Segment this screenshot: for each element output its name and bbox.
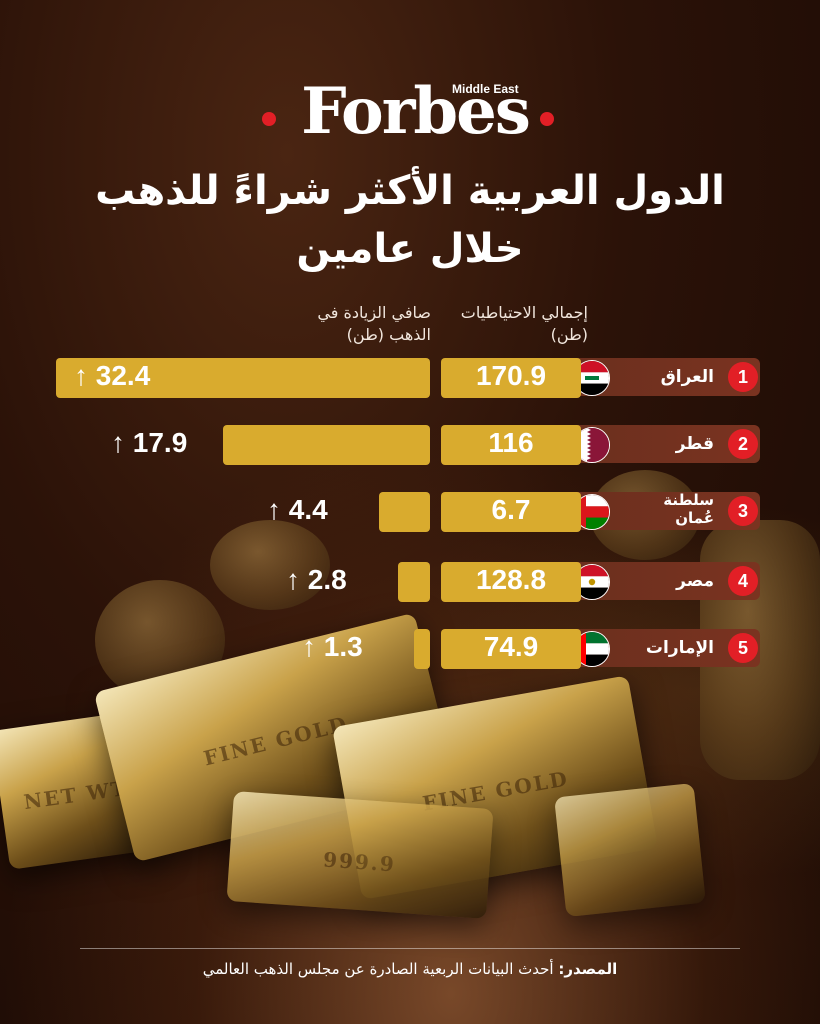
reserve-value-label: 74.9	[483, 631, 539, 662]
up-arrow-icon: ↑	[302, 631, 324, 662]
source-footer: المصدر: أحدث البيانات الربعية الصادرة عن…	[0, 960, 820, 978]
forbes-logo: Forbes	[295, 74, 535, 158]
increase-bar	[414, 629, 430, 669]
increase-value: 1.3	[323, 631, 363, 662]
increase-bar	[379, 492, 430, 532]
gold-bar-engraving: 999.9	[322, 846, 397, 876]
up-arrow-icon: ↑	[286, 564, 308, 595]
reserve-value-label: 170.9	[475, 360, 547, 391]
country-name: سلطنة عُمان	[663, 491, 714, 527]
increase-data-label: ↑ 17.9	[111, 427, 187, 459]
footer-divider	[80, 948, 740, 949]
reserve-value-box	[441, 425, 581, 465]
increase-data-label: ↑ 2.8	[286, 564, 347, 596]
up-arrow-icon: ↑	[267, 494, 289, 525]
column-header-increase: صافي الزيادة في الذهب (طن)	[317, 303, 431, 344]
reserve-value-label: 128.8	[475, 564, 547, 595]
chart-row: 3 سلطنة عُمان 6.7 ↑ 4.4	[0, 490, 820, 534]
country-name: قطر	[675, 434, 714, 454]
reserve-value-label: 116	[488, 427, 534, 458]
increase-bar	[56, 358, 430, 398]
red-dot-icon	[540, 112, 554, 126]
logo-subtitle: Middle East	[452, 82, 519, 96]
reserve-value-box	[441, 562, 581, 602]
coin-stack-mid	[210, 520, 330, 610]
rank-badge: 3	[728, 496, 758, 526]
country-name: العراق	[660, 367, 714, 387]
reserve-value-box	[441, 358, 581, 398]
rank-badge: 2	[728, 429, 758, 459]
source-text: أحدث البيانات الربعية الصادرة عن مجلس ال…	[202, 960, 554, 978]
country-name: الإمارات	[645, 638, 714, 658]
increase-data-label: ↑ 4.4	[267, 494, 328, 526]
header: Forbes	[0, 74, 820, 158]
rank-badge: 4	[728, 566, 758, 596]
rank-badge: 5	[728, 633, 758, 663]
chart-row: 5 الإمارات 74.9 ↑ 1.3	[0, 627, 820, 671]
red-dot-icon	[262, 112, 276, 126]
column-header-reserves: إجمالي الاحتياطيات (طن)	[460, 303, 588, 344]
up-arrow-icon: ↑	[74, 360, 96, 391]
source-label: المصدر:	[558, 960, 618, 978]
country-name: مصر	[676, 571, 714, 591]
logo-wordmark: Forbes	[301, 74, 531, 149]
increase-bar	[223, 425, 430, 465]
chart-row: 4 مصر 128.8 ↑ 2.8	[0, 560, 820, 604]
up-arrow-icon: ↑	[111, 427, 133, 458]
increase-data-label: ↑ 1.3	[302, 631, 363, 663]
increase-value: 17.9	[132, 427, 188, 458]
increase-value: 4.4	[288, 494, 328, 525]
increase-data-label: ↑ 32.4	[74, 360, 150, 392]
increase-value: 2.8	[307, 564, 347, 595]
rank-badge: 1	[728, 362, 758, 392]
increase-bar	[398, 562, 430, 602]
chart-row: 2 قطر 116 ↑ 17.9	[0, 423, 820, 467]
reserve-value-box	[441, 492, 581, 532]
increase-value: 32.4	[95, 360, 151, 391]
chart-row: 1 العراق 170.9 ↑ 32.4	[0, 356, 820, 400]
page-title-line2: خلال عامين	[296, 226, 524, 272]
reserve-value-box	[441, 629, 581, 669]
page-title-line1: الدول العربية الأكثر شراءً للذهب	[95, 168, 725, 214]
gold-bar-back	[554, 783, 706, 917]
gold-bar-lower: 999.9	[226, 791, 494, 919]
reserve-value-label: 6.7	[491, 494, 531, 525]
